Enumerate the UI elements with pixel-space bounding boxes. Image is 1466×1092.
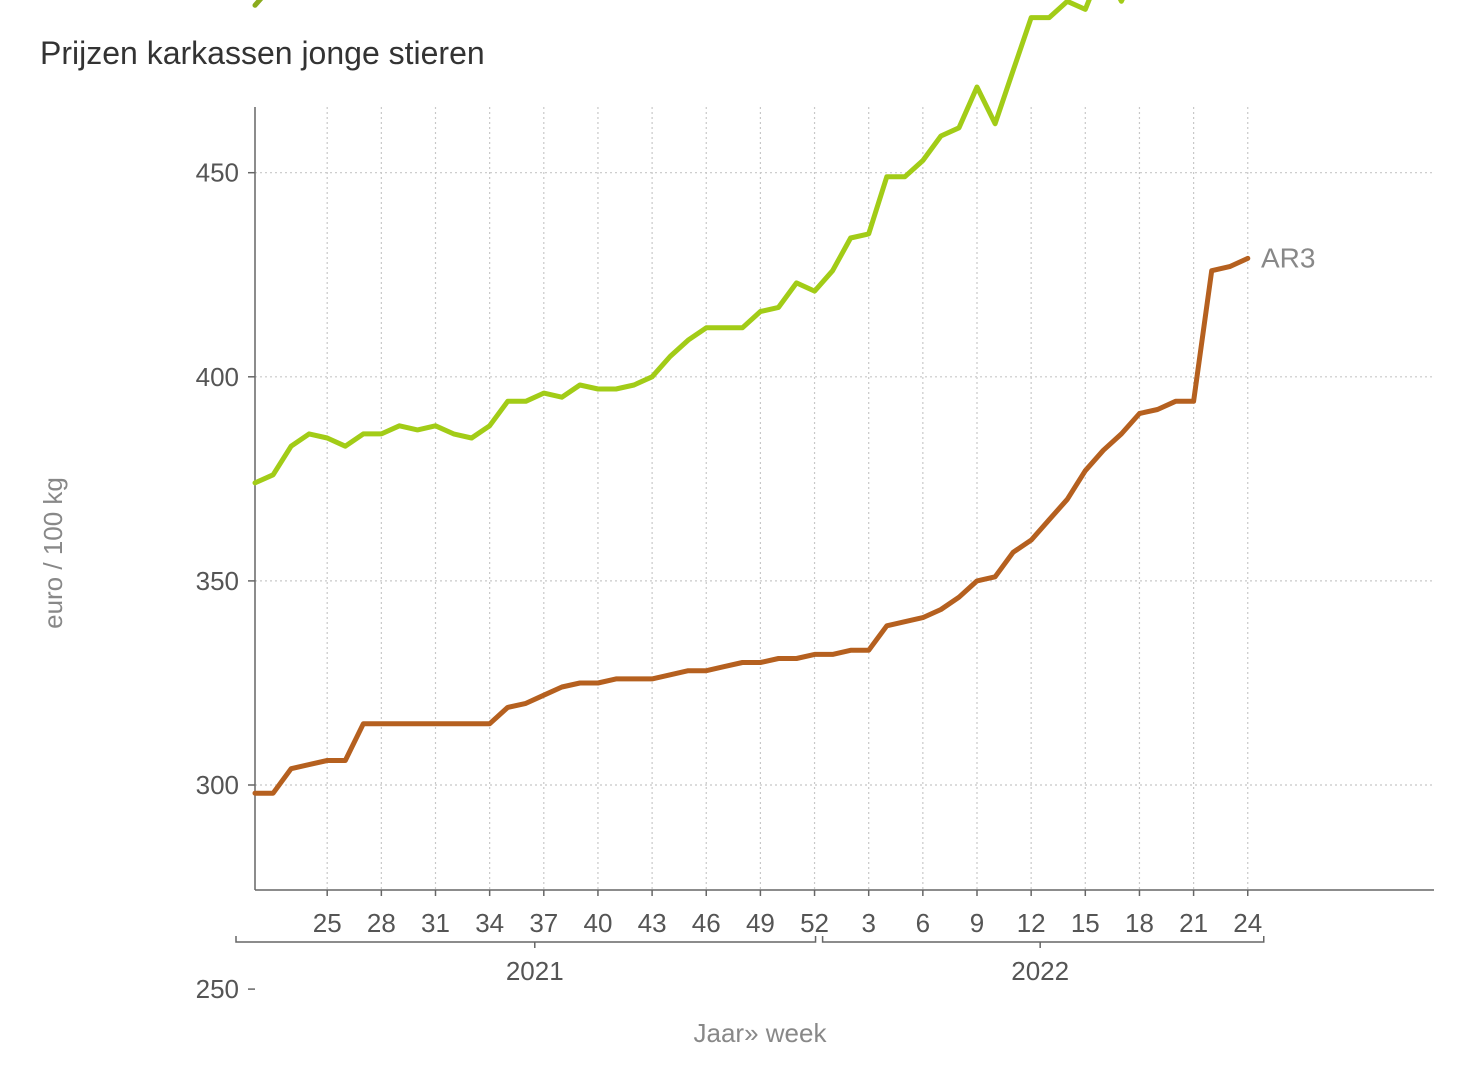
y-tick-label: 450: [196, 158, 239, 188]
x-tick-label: 18: [1125, 908, 1154, 938]
x-tick-label: 46: [692, 908, 721, 938]
y-tick-label: 250: [196, 974, 239, 1004]
y-axis-title: euro / 100 kg: [38, 477, 68, 629]
y-tick-label: 400: [196, 362, 239, 392]
x-tick-label: 52: [800, 908, 829, 938]
x-tick-label: 25: [313, 908, 342, 938]
x-tick-label: 24: [1233, 908, 1262, 938]
year-label: 2021: [506, 956, 564, 986]
year-label: 2022: [1011, 956, 1069, 986]
y-tick-label: 350: [196, 566, 239, 596]
x-tick-label: 28: [367, 908, 396, 938]
year-bracket: [235, 936, 817, 943]
y-tick-label: 300: [196, 770, 239, 800]
x-tick-label: 37: [529, 908, 558, 938]
x-tick-label: 43: [638, 908, 667, 938]
x-tick-label: 9: [970, 908, 984, 938]
x-tick-label: 3: [861, 908, 875, 938]
x-tick-label: 6: [916, 908, 930, 938]
x-tick-label: 31: [421, 908, 450, 938]
series-line-ar3: [252, 255, 1251, 796]
x-axis-title: Jaar» week: [694, 1018, 828, 1048]
axes: 2503003504004505005506002528313437404346…: [196, 107, 1434, 1004]
x-tick-label: 49: [746, 908, 775, 938]
series-line-au2: [252, 0, 1125, 486]
x-tick-label: 21: [1179, 908, 1208, 938]
year-bracket: [821, 936, 1265, 943]
x-tick-label: 15: [1071, 908, 1100, 938]
series-line-ae2: [252, 0, 264, 8]
x-tick-label: 40: [583, 908, 612, 938]
gridlines: [255, 107, 1434, 890]
x-tick-label: 34: [475, 908, 504, 938]
series-labels: AS2AE2AU2AR3: [1261, 242, 1315, 273]
chart-title: Prijzen karkassen jonge stieren: [40, 35, 485, 71]
x-tick-label: 12: [1017, 908, 1046, 938]
series-label-ar3: AR3: [1261, 242, 1315, 273]
series-lines: [252, 0, 1251, 796]
